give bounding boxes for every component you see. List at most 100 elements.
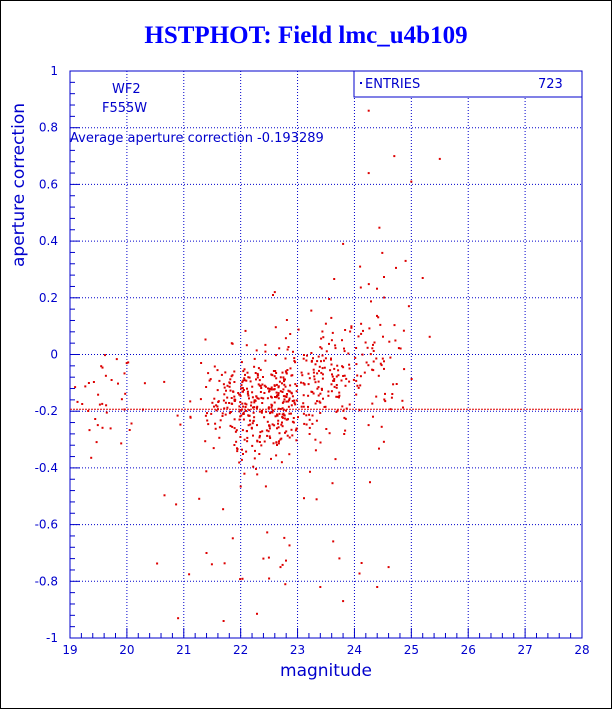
- data-point: [379, 323, 382, 326]
- data-point: [273, 384, 276, 387]
- data-point: [228, 412, 231, 415]
- data-point: [402, 406, 404, 409]
- data-point: [120, 398, 123, 401]
- data-point: [286, 369, 289, 371]
- data-point: [320, 360, 322, 363]
- data-point: [240, 414, 243, 417]
- data-point: [241, 381, 244, 384]
- data-point: [213, 405, 215, 408]
- y-tick-label: 0: [50, 348, 58, 362]
- data-point: [188, 573, 191, 576]
- data-point: [377, 316, 380, 319]
- data-point: [399, 347, 402, 350]
- data-point: [367, 364, 370, 367]
- data-point: [381, 357, 384, 360]
- data-point: [245, 379, 248, 382]
- data-point: [317, 386, 320, 389]
- data-point: [127, 361, 130, 364]
- data-point: [272, 370, 275, 372]
- data-point: [367, 283, 370, 286]
- data-point: [290, 404, 293, 407]
- data-point: [198, 497, 201, 500]
- data-point: [214, 422, 217, 425]
- data-point: [380, 425, 383, 428]
- data-point: [242, 411, 245, 414]
- data-point: [239, 394, 242, 397]
- data-point: [372, 350, 375, 352]
- data-point: [213, 397, 216, 400]
- data-point: [105, 404, 108, 407]
- data-point: [229, 382, 231, 385]
- data-point: [267, 407, 270, 410]
- data-point: [251, 385, 254, 388]
- data-point: [335, 384, 338, 386]
- data-point: [350, 325, 353, 328]
- data-point: [238, 418, 241, 421]
- data-point: [290, 428, 293, 431]
- data-point: [316, 400, 318, 403]
- data-point: [303, 422, 306, 425]
- data-point: [233, 427, 236, 430]
- data-point: [278, 432, 281, 435]
- data-point: [234, 430, 237, 433]
- data-point: [334, 344, 337, 347]
- data-point: [243, 379, 246, 382]
- data-point: [287, 389, 290, 392]
- data-point: [288, 412, 291, 415]
- data-point: [285, 319, 288, 321]
- data-point: [344, 417, 347, 420]
- data-point: [358, 409, 361, 412]
- data-point: [330, 383, 333, 386]
- data-point: [239, 401, 242, 404]
- data-point: [260, 444, 263, 447]
- data-point: [274, 415, 277, 418]
- data-point: [318, 400, 321, 403]
- data-point: [124, 392, 127, 395]
- data-point: [219, 419, 222, 422]
- data-point: [312, 392, 315, 395]
- data-point: [205, 552, 208, 554]
- data-point: [276, 395, 279, 397]
- data-point: [279, 566, 282, 569]
- data-point: [292, 417, 295, 419]
- data-point: [316, 387, 319, 390]
- data-point: [310, 359, 313, 362]
- data-point: [410, 378, 413, 380]
- data-point: [360, 332, 363, 335]
- data-point: [312, 371, 315, 374]
- data-point: [336, 409, 339, 412]
- data-point: [324, 405, 327, 408]
- data-point: [253, 401, 256, 404]
- data-point: [245, 409, 247, 412]
- data-point: [245, 450, 248, 453]
- data-point: [239, 415, 242, 418]
- data-point: [270, 386, 273, 389]
- data-point: [231, 537, 234, 540]
- data-point: [220, 373, 223, 376]
- data-point: [278, 380, 281, 383]
- data-point: [389, 356, 392, 359]
- data-point: [245, 430, 248, 433]
- data-point: [267, 556, 270, 559]
- data-point: [302, 405, 305, 408]
- data-point: [305, 359, 308, 362]
- data-point: [271, 404, 274, 407]
- data-point: [285, 559, 287, 562]
- data-point: [275, 396, 278, 399]
- data-point: [333, 367, 336, 370]
- data-point: [260, 411, 263, 414]
- data-point: [382, 440, 385, 443]
- data-point: [277, 407, 280, 410]
- data-point: [274, 370, 277, 372]
- data-point: [245, 403, 248, 406]
- data-point: [387, 566, 390, 569]
- data-point: [285, 393, 288, 396]
- data-point: [268, 427, 271, 430]
- data-point: [365, 361, 368, 364]
- data-point: [207, 423, 210, 426]
- data-point: [276, 444, 278, 446]
- data-point: [282, 376, 285, 379]
- data-point: [271, 423, 274, 426]
- data-point: [276, 414, 279, 417]
- data-point: [291, 374, 294, 377]
